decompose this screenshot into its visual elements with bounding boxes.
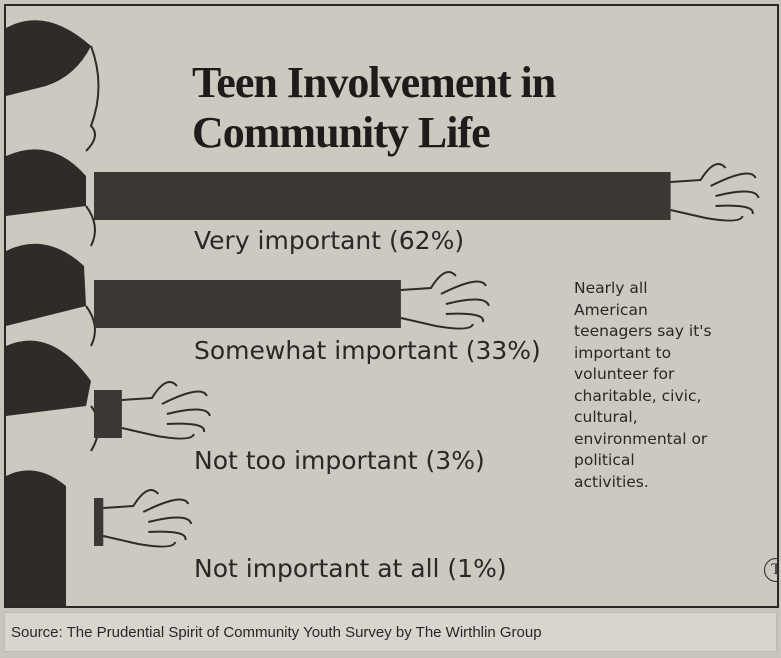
decor-hand [400,271,490,330]
chart [6,20,760,606]
category-label: Somewhat important (33%) [194,336,541,365]
bar [94,280,401,328]
bar [94,172,671,220]
annotation: Nearly all American teenagers say it's i… [574,279,712,491]
category-label: Very important (62%) [194,226,465,255]
category-label: Not important at all (1%) [194,554,507,583]
decor-hand [121,381,211,440]
chart-frame: Teen Involvement in Community Life Nearl… [4,4,779,608]
source: Source: The Prudential Spirit of Communi… [4,612,777,652]
chart-title: Teen Involvement in Community Life [192,58,556,157]
decor-heads [6,20,91,606]
decor-hand [670,163,760,222]
category-label: Not too important (3%) [194,446,485,475]
decor-hand [103,489,193,548]
bar [94,498,104,546]
bar [94,390,122,438]
